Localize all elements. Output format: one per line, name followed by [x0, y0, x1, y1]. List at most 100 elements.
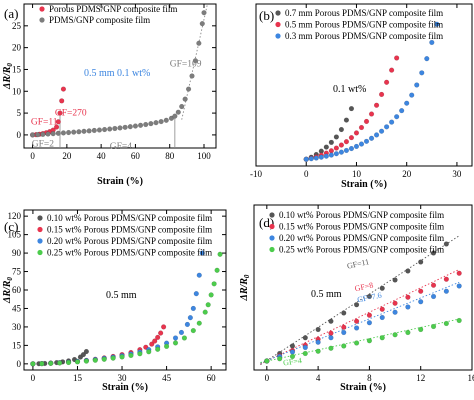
data-point	[30, 361, 36, 367]
data-point	[404, 100, 410, 106]
chart-panel-c: 0 15 30 45 60 0 15 30 45 60 75 90 105 120 Strain (%) ΔR…	[2, 209, 227, 393]
y-tick-label: 120	[8, 211, 22, 221]
data-point	[353, 130, 360, 136]
data-point	[181, 335, 188, 341]
x-tick-label: 45	[162, 373, 172, 383]
y-tick-label: 105	[8, 230, 22, 240]
legend-label: Porous PDMS/GNP composite film	[49, 4, 177, 14]
data-point	[378, 91, 385, 98]
data-point	[313, 155, 319, 161]
data-point	[172, 335, 179, 341]
data-point	[333, 145, 339, 151]
data-point	[418, 288, 424, 294]
x-axis-label: Strain (%)	[341, 179, 387, 190]
data-point	[74, 359, 81, 365]
data-point	[409, 92, 415, 98]
x-tick-label: 0	[304, 169, 309, 179]
plot-frame	[253, 204, 473, 371]
data-point	[443, 288, 449, 294]
data-point	[302, 350, 308, 357]
y-tick-label: 90	[12, 248, 22, 258]
y-tick-label: 75	[12, 267, 22, 277]
condition-text: 0.1 wt%	[333, 84, 366, 95]
data-point	[289, 349, 296, 355]
data-point	[71, 129, 77, 135]
x-tick-label: -10	[250, 169, 262, 179]
data-point	[112, 125, 118, 132]
data-point	[60, 86, 67, 92]
data-point	[196, 40, 202, 46]
x-tick-label: 80	[165, 151, 175, 161]
data-point	[303, 156, 309, 162]
data-point	[155, 346, 161, 352]
data-point	[187, 315, 193, 321]
data-point	[196, 320, 202, 326]
data-point	[353, 302, 360, 308]
data-point	[143, 121, 149, 128]
data-point	[368, 111, 375, 117]
data-point	[430, 293, 437, 300]
data-point	[315, 326, 321, 333]
data-point	[289, 343, 296, 349]
data-point	[348, 106, 355, 112]
data-point	[192, 58, 199, 64]
data-point	[163, 343, 170, 349]
data-point	[80, 352, 87, 358]
data-point	[302, 335, 308, 341]
series-2	[30, 324, 167, 367]
y-axis-label: ΔR/R0	[2, 277, 14, 304]
data-point	[328, 139, 334, 145]
gf-annotation: GF=270	[55, 108, 87, 118]
legend-marker	[275, 21, 281, 28]
data-point	[456, 317, 462, 324]
gf-annotation: GF=11	[346, 257, 370, 270]
data-point	[199, 21, 205, 27]
panel-label: (b)	[259, 8, 274, 23]
legend-label: 0.5 mm Porous PDMS/GNP composite film	[285, 20, 443, 30]
panel-label: (c)	[4, 219, 18, 234]
data-point	[358, 124, 365, 131]
data-point	[430, 250, 437, 256]
legend-label: 0.7 mm Porous PDMS/GNP composite film	[285, 8, 443, 18]
data-point	[366, 293, 373, 300]
data-point	[81, 128, 87, 134]
data-point	[110, 355, 116, 361]
data-point	[153, 120, 159, 126]
data-point	[333, 134, 339, 140]
data-point	[353, 143, 360, 150]
condition-text: 0.5 mm	[311, 289, 342, 300]
data-point	[184, 321, 190, 328]
data-point	[264, 358, 270, 364]
data-point	[368, 135, 375, 141]
data-point	[137, 122, 144, 128]
data-point	[328, 335, 334, 341]
data-point	[152, 338, 158, 344]
y-axis-label: ΔR/R0	[239, 274, 251, 301]
data-point	[65, 359, 72, 366]
data-point	[315, 339, 321, 345]
condition-text: 0.5 mm 0.1 wt%	[84, 68, 150, 79]
data-point	[341, 329, 347, 336]
y-tick-label: 60	[12, 285, 22, 295]
data-point	[189, 73, 195, 79]
data-point	[405, 294, 411, 300]
series-3	[264, 283, 462, 364]
data-point	[341, 324, 347, 330]
data-point	[373, 102, 380, 108]
x-tick-label: 20	[402, 169, 412, 179]
data-point	[76, 129, 82, 135]
data-point	[55, 119, 61, 125]
legend-label: 0.3 mm Porous PDMS/GNP composite film	[285, 31, 443, 41]
legend-marker	[37, 238, 43, 244]
data-point	[65, 129, 72, 136]
data-point	[96, 127, 103, 133]
data-point	[48, 360, 54, 366]
y-tick-label: 0	[17, 130, 22, 140]
chart-panel-a: 0 20 40 60 80 100 0 5 10 15 20 25 Strain (%) ΔR/R0 (a)…	[2, 3, 217, 187]
data-point	[323, 144, 329, 150]
data-point	[348, 145, 355, 152]
legend-marker	[275, 33, 281, 39]
data-point	[196, 272, 202, 278]
data-point	[179, 103, 185, 110]
x-tick-label: 0	[265, 373, 270, 383]
